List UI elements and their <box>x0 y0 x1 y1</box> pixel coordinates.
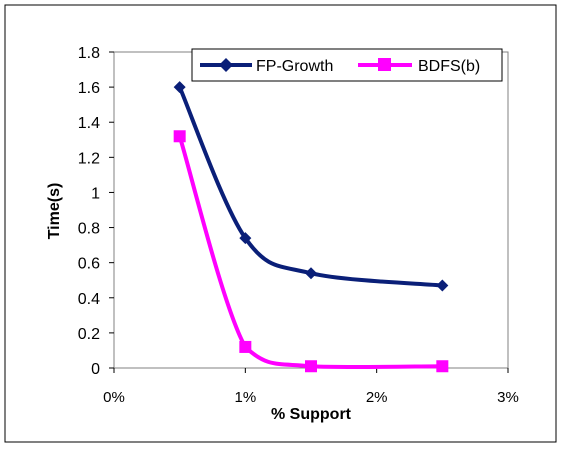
legend-marker-bdfs <box>378 58 391 71</box>
y-tick-label: 0.6 <box>78 256 100 273</box>
legend: FP-Growth BDFS(b) <box>191 48 503 82</box>
y-tick-label: 0.4 <box>78 291 100 308</box>
plot-area <box>113 51 509 369</box>
y-tick-label: 1.8 <box>78 45 100 62</box>
series-layer <box>173 81 449 373</box>
data-point-fp-growth <box>436 279 449 292</box>
y-tick-label: 0 <box>91 361 100 378</box>
y-tick-label: 1.2 <box>78 150 100 167</box>
y-axis-ticks: 0 0.2 0.4 0.6 0.8 1 1.2 1.4 1.6 1.8 <box>78 45 114 378</box>
x-tick-label: 2% <box>366 389 388 406</box>
y-tick-label: 1.4 <box>78 115 100 132</box>
x-tick-label: 3% <box>497 389 519 406</box>
data-point-fp-growth <box>305 267 317 280</box>
x-axis-ticks: 0% 1% 2% 3% <box>103 368 519 406</box>
y-axis-label: Time(s) <box>46 183 63 240</box>
x-tick-label: 0% <box>103 389 125 406</box>
legend-marker-fp-growth <box>219 58 233 72</box>
y-tick-label: 1 <box>91 185 100 202</box>
data-point-bdfs-b <box>305 360 317 373</box>
legend-label-bdfs: BDFS(b) <box>418 58 480 75</box>
data-point-bdfs-b <box>239 340 252 353</box>
series-line-bdfs-b <box>177 135 443 370</box>
y-tick-label: 1.6 <box>78 80 100 97</box>
data-point-fp-growth <box>173 81 186 94</box>
y-tick-label: 0.8 <box>78 221 100 238</box>
legend-label-fp-growth: FP-Growth <box>256 58 333 75</box>
data-point-bdfs-b <box>173 130 186 143</box>
data-point-bdfs-b <box>436 360 449 373</box>
x-tick-label: 1% <box>234 389 256 406</box>
x-axis-label: % Support <box>271 406 352 423</box>
data-point-fp-growth <box>239 232 252 245</box>
series-line-fp-growth <box>177 86 443 288</box>
y-tick-label: 0.2 <box>78 326 100 343</box>
